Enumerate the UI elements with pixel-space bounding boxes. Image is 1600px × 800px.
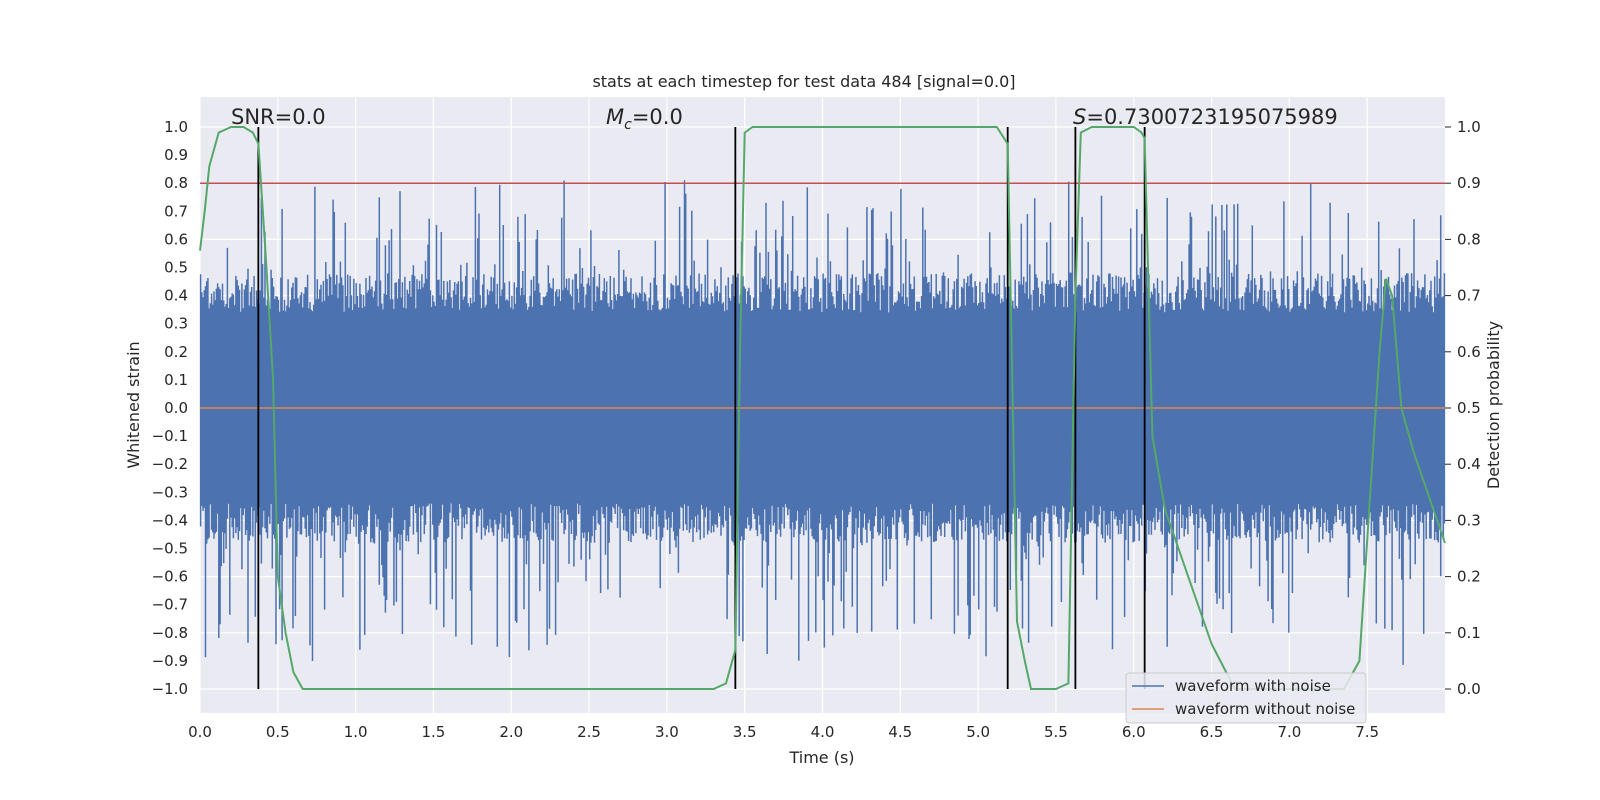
legend: waveform with noise waveform without noi… [1125,672,1367,724]
right-tick-label-2: 0.2 [1457,568,1481,586]
y-tick-label-9: −0.1 [152,427,188,445]
y-tick-label-15: 0.5 [164,259,188,277]
y-tick-label-18: 0.8 [164,174,188,192]
right-tick-label-6: 0.6 [1457,343,1481,361]
y-tick-label-2: −0.8 [152,624,188,642]
y-tick-label-0: −1.0 [152,680,188,698]
chirp-mass-value: =0.0 [632,105,683,129]
right-tick-label-10: 1.0 [1457,118,1481,136]
y-tick-label-13: 0.3 [164,315,188,333]
x-tick-label-11: 5.5 [1044,723,1068,741]
x-tick-label-0: 0.0 [188,723,212,741]
right-tick-label-7: 0.7 [1457,287,1481,305]
chirp-mass-symbol: M [606,105,624,129]
chirp-mass-subscript: c [624,117,632,133]
x-tick-label-5: 2.5 [577,723,601,741]
y-tick-label-16: 0.6 [164,230,188,248]
x-tick-label-3: 1.5 [422,723,446,741]
x-tick-label-12: 6.0 [1122,723,1146,741]
right-tick-label-0: 0.0 [1457,680,1481,698]
legend-label-clean: waveform without noise [1175,700,1355,718]
y-tick-label-11: 0.1 [164,371,188,389]
x-tick-label-10: 5.0 [966,723,990,741]
x-tick-label-9: 4.5 [888,723,912,741]
right-tick-label-9: 0.9 [1457,174,1481,192]
chirp-mass-annotation: Mc=0.0 [606,105,683,133]
x-tick-label-4: 2.0 [499,723,523,741]
y-axis-label: Whitened strain [124,341,143,468]
y-tick-label-19: 0.9 [164,146,188,164]
y-tick-label-10: 0.0 [164,399,188,417]
y-tick-label-17: 0.7 [164,202,188,220]
x-axis-label: Time (s) [788,748,854,767]
x-tick-label-2: 1.0 [344,723,368,741]
right-tick-label-1: 0.1 [1457,624,1481,642]
x-tick-label-8: 4.0 [811,723,835,741]
s-annotation: S=0.7300723195075989 [1073,105,1338,129]
y-tick-label-7: −0.3 [152,483,188,501]
legend-box [1125,672,1367,724]
y-tick-label-5: −0.5 [152,540,188,558]
x-tick-label-6: 3.0 [655,723,679,741]
right-y-axis-ticks: 0.0 0.1 0.2 0.3 0.4 0.5 0.6 0.7 0.8 0.9 1.0 [1445,118,1481,698]
y-tick-label-3: −0.7 [152,596,188,614]
right-tick-label-5: 0.5 [1457,399,1481,417]
x-tick-label-14: 7.0 [1277,723,1301,741]
right-tick-label-3: 0.3 [1457,511,1481,529]
y-tick-label-1: −0.9 [152,652,188,670]
y-tick-label-14: 0.4 [164,287,188,305]
x-tick-label-15: 7.5 [1355,723,1379,741]
y-tick-label-20: 1.0 [164,118,188,136]
chart-title: stats at each timestep for test data 484… [592,72,1015,91]
y-tick-label-6: −0.4 [152,511,188,529]
x-tick-label-7: 3.5 [733,723,757,741]
y-axis-ticks: −1.0 −0.9 −0.8 −0.7 −0.6 −0.5 −0.4 −0.3 −0.2 −0.1… [152,118,188,698]
right-y-axis-label: Detection probability [1484,321,1503,489]
y-tick-label-4: −0.6 [152,568,188,586]
x-axis-ticks: 0.0 0.5 1.0 1.5 2.0 2.5 3.0 3.5 4.0 4.5 5.0 5.5 6.0 6… [188,723,1379,741]
right-tick-label-8: 0.8 [1457,230,1481,248]
legend-label-noise: waveform with noise [1175,677,1331,695]
s-symbol: S [1073,105,1086,129]
x-tick-label-1: 0.5 [266,723,290,741]
s-value: =0.7300723195075989 [1086,105,1337,129]
segment-boundaries [257,127,1146,689]
x-tick-label-13: 6.5 [1200,723,1224,741]
y-tick-label-8: −0.2 [152,455,188,473]
right-tick-label-4: 0.4 [1457,455,1481,473]
snr-annotation: SNR=0.0 [231,105,326,129]
y-tick-label-12: 0.2 [164,343,188,361]
